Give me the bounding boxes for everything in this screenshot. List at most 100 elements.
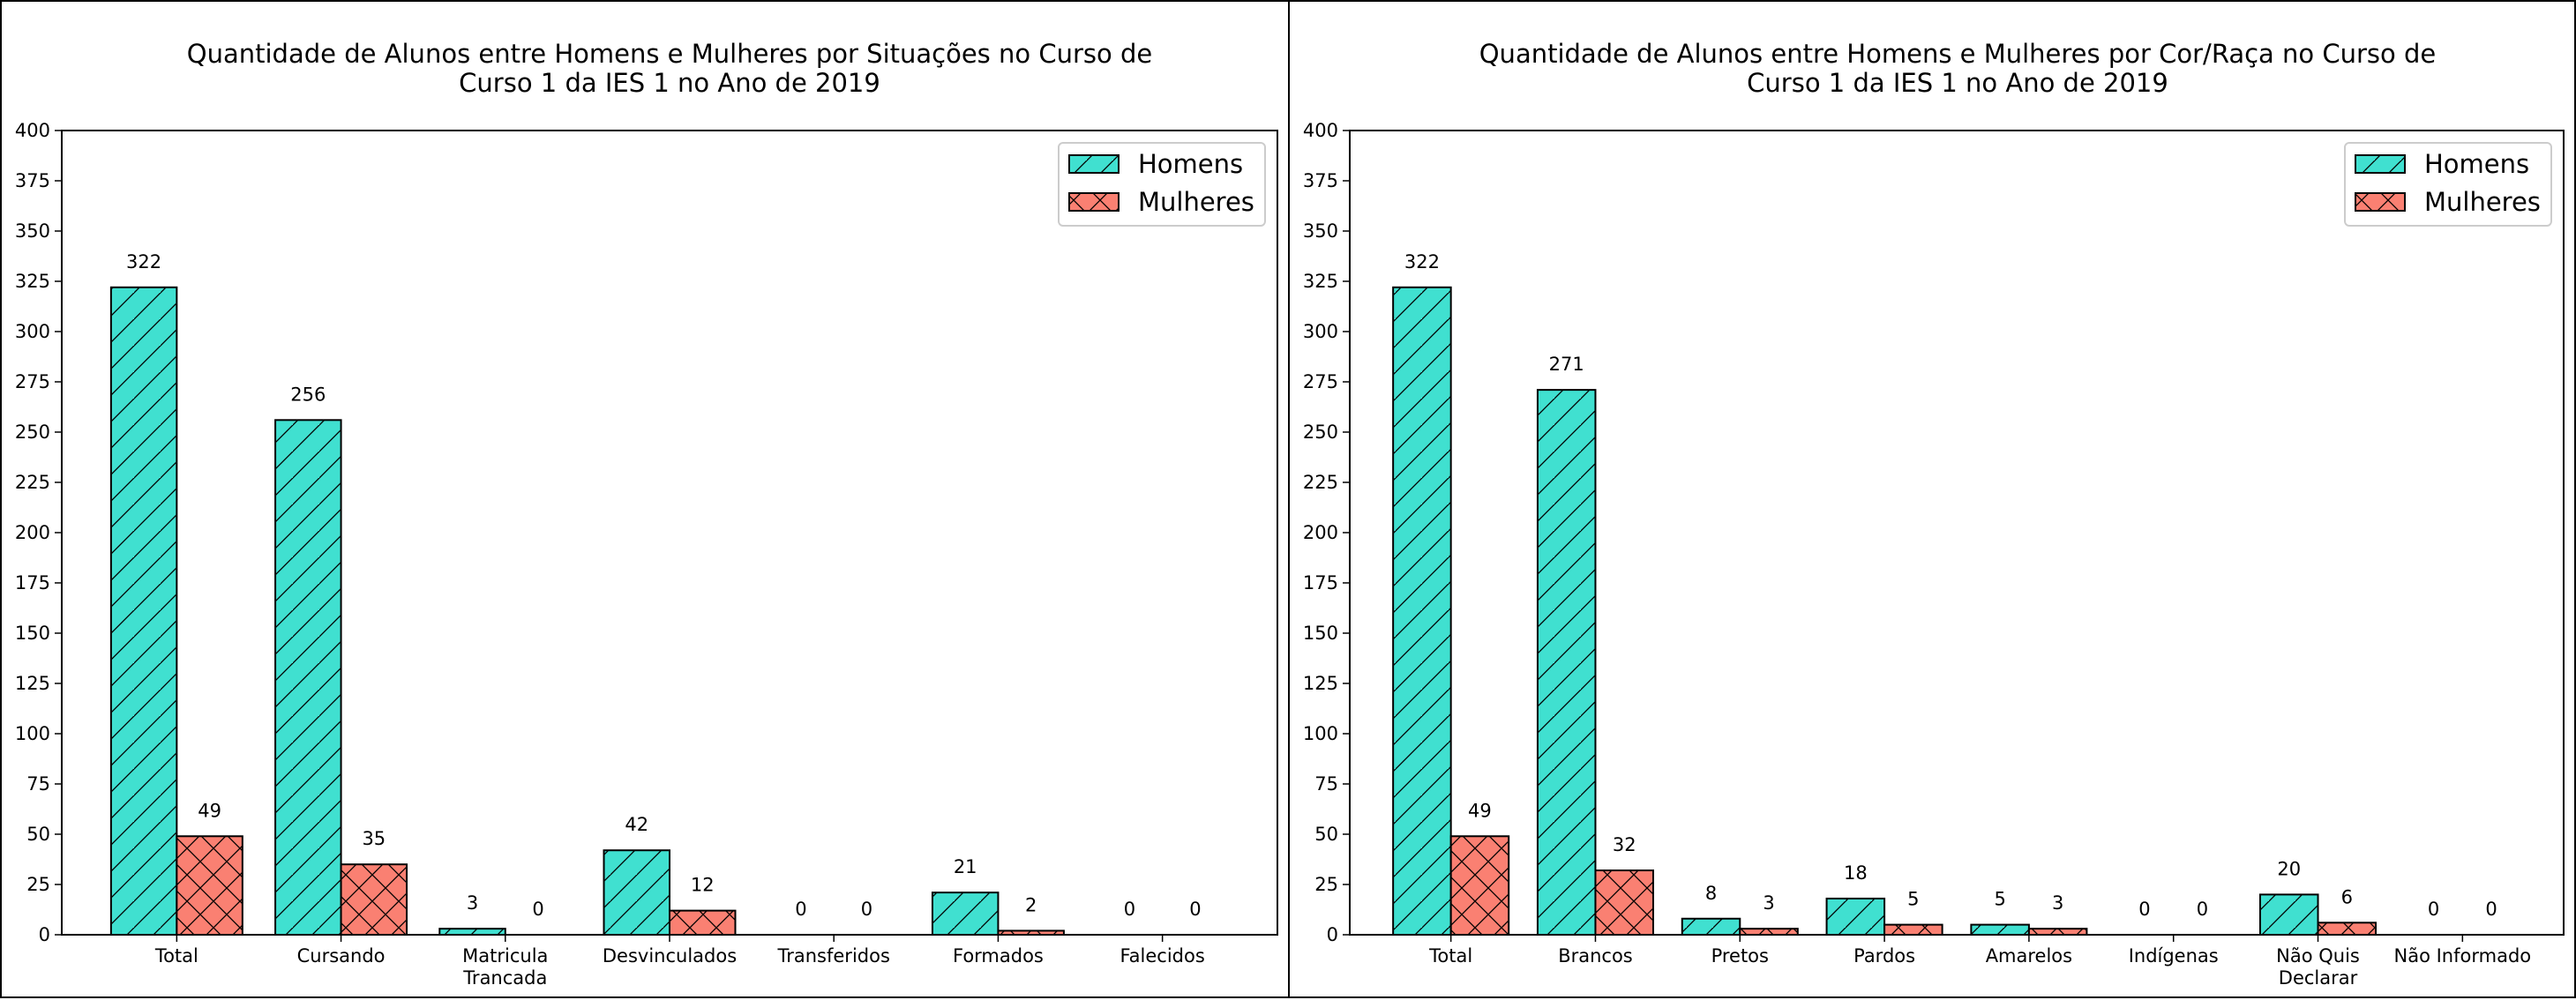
bar-hatch-mulheres: [2317, 922, 2378, 936]
y-tick-label: 375: [15, 170, 50, 191]
data-label: 21: [954, 856, 977, 877]
y-tick-label: 75: [1314, 773, 1338, 795]
data-label: 3: [2052, 892, 2063, 914]
y-tick-label: 75: [26, 773, 50, 795]
bar-hatch-homens: [1392, 286, 1452, 936]
data-label: 0: [1189, 899, 1201, 920]
y-tick-label: 350: [1303, 220, 1338, 242]
data-label: 5: [1907, 889, 1919, 910]
bar-hatch-homens: [1536, 389, 1597, 936]
legend-label: Mulheres: [2424, 187, 2541, 217]
legend-swatch-hatch: [2355, 192, 2406, 212]
x-tick-label: Transferidos: [777, 945, 890, 966]
data-label: 20: [2277, 858, 2301, 879]
y-tick-label: 300: [15, 321, 50, 342]
data-label: 271: [1549, 354, 1584, 375]
bar-hatch-homens: [109, 286, 178, 936]
bar-hatch-mulheres: [1883, 923, 1943, 936]
data-label: 35: [362, 828, 386, 849]
y-tick-label: 300: [1303, 321, 1338, 342]
data-label: 49: [198, 800, 221, 821]
y-tick-label: 25: [26, 874, 50, 895]
x-tick-label: Pretos: [1711, 945, 1769, 966]
y-tick-label: 0: [1327, 924, 1338, 945]
plot-frame: [61, 130, 1278, 936]
y-tick-label: 150: [1303, 623, 1338, 644]
x-tick-label: Não Informado: [2394, 945, 2532, 966]
bar-hatch-mulheres: [1594, 869, 1655, 936]
data-label: 49: [1468, 800, 1492, 821]
data-label: 0: [2485, 899, 2497, 920]
legend-label: Homens: [2424, 149, 2529, 179]
plot-frame: [1349, 130, 2565, 936]
y-tick-label: 25: [1314, 874, 1338, 895]
data-label: 6: [2341, 886, 2353, 907]
data-label: 0: [2428, 899, 2439, 920]
data-label: 0: [2197, 899, 2208, 920]
chart-title: Quantidade de Alunos entre Homens e Mulh…: [187, 39, 1152, 98]
x-tick-label: Matricula Trancada: [462, 945, 548, 989]
data-label: 12: [691, 875, 715, 896]
y-tick-label: 250: [15, 422, 50, 443]
chart-title: Quantidade de Alunos entre Homens e Mulh…: [1479, 39, 2437, 98]
y-tick-label: 100: [15, 723, 50, 744]
bar-hatch-mulheres: [176, 835, 243, 937]
legend-swatch-hatch: [1068, 154, 1120, 174]
y-tick-label: 200: [1303, 522, 1338, 543]
data-label: 5: [1994, 889, 2005, 910]
bar-hatch-homens: [2259, 893, 2319, 937]
data-label: 2: [1025, 894, 1037, 915]
y-tick-label: 175: [15, 572, 50, 593]
y-tick-label: 50: [26, 824, 50, 845]
y-tick-label: 400: [1303, 120, 1338, 141]
bar-hatch-mulheres: [1739, 928, 1799, 937]
y-tick-label: 125: [1303, 673, 1338, 694]
y-tick-label: 275: [1303, 371, 1338, 392]
bar-hatch-homens: [931, 892, 1000, 936]
x-tick-label: Total: [154, 945, 198, 966]
y-tick-label: 275: [15, 371, 50, 392]
data-label: 322: [1404, 251, 1440, 272]
y-tick-label: 50: [1314, 824, 1338, 845]
x-tick-label: Amarelos: [1986, 945, 2072, 966]
x-tick-label: Não Quis Declarar: [2276, 945, 2360, 989]
y-tick-label: 200: [15, 522, 50, 543]
data-label: 0: [1124, 899, 1135, 920]
data-label: 0: [2138, 899, 2150, 920]
y-tick-label: 250: [1303, 422, 1338, 443]
data-label: 0: [861, 899, 872, 920]
data-label: 256: [290, 384, 326, 405]
y-tick-label: 175: [1303, 572, 1338, 593]
bar-hatch-homens: [1681, 917, 1741, 937]
bar-hatch-homens: [274, 419, 342, 936]
y-tick-label: 100: [1303, 723, 1338, 744]
x-tick-label: Pardos: [1853, 945, 1915, 966]
bar-hatch-mulheres: [669, 909, 737, 937]
bar-hatch-homens: [603, 849, 670, 936]
y-tick-label: 375: [1303, 170, 1338, 191]
bar-hatch-mulheres: [340, 863, 408, 937]
data-label: 3: [467, 892, 478, 914]
y-tick-label: 150: [15, 623, 50, 644]
y-tick-label: 225: [1303, 472, 1338, 493]
data-label: 32: [1613, 834, 1636, 855]
x-tick-label: Desvinculados: [603, 945, 737, 966]
data-label: 3: [1763, 892, 1774, 914]
bar-chart-situacoes: Quantidade de Alunos entre Homens e Mulh…: [15, 39, 1278, 989]
y-tick-label: 400: [15, 120, 50, 141]
x-tick-label: Cursando: [297, 945, 386, 966]
y-tick-label: 0: [39, 924, 50, 945]
bar-hatch-homens: [438, 928, 506, 937]
bar-hatch-homens: [1970, 923, 2030, 936]
data-label: 0: [532, 899, 543, 920]
legend-label: Mulheres: [1138, 187, 1254, 217]
data-label: 42: [625, 814, 648, 835]
y-tick-label: 350: [15, 220, 50, 242]
chart-panel-cor-raca: Quantidade de Alunos entre Homens e Mulh…: [1288, 0, 2576, 998]
x-tick-label: Total: [1428, 945, 1472, 966]
x-tick-label: Formados: [953, 945, 1044, 966]
bar-hatch-mulheres: [2027, 928, 2088, 937]
legend-label: Homens: [1138, 149, 1243, 179]
y-tick-label: 325: [1303, 271, 1338, 292]
chart-panel-situacoes: Quantidade de Alunos entre Homens e Mulh…: [0, 0, 1290, 998]
